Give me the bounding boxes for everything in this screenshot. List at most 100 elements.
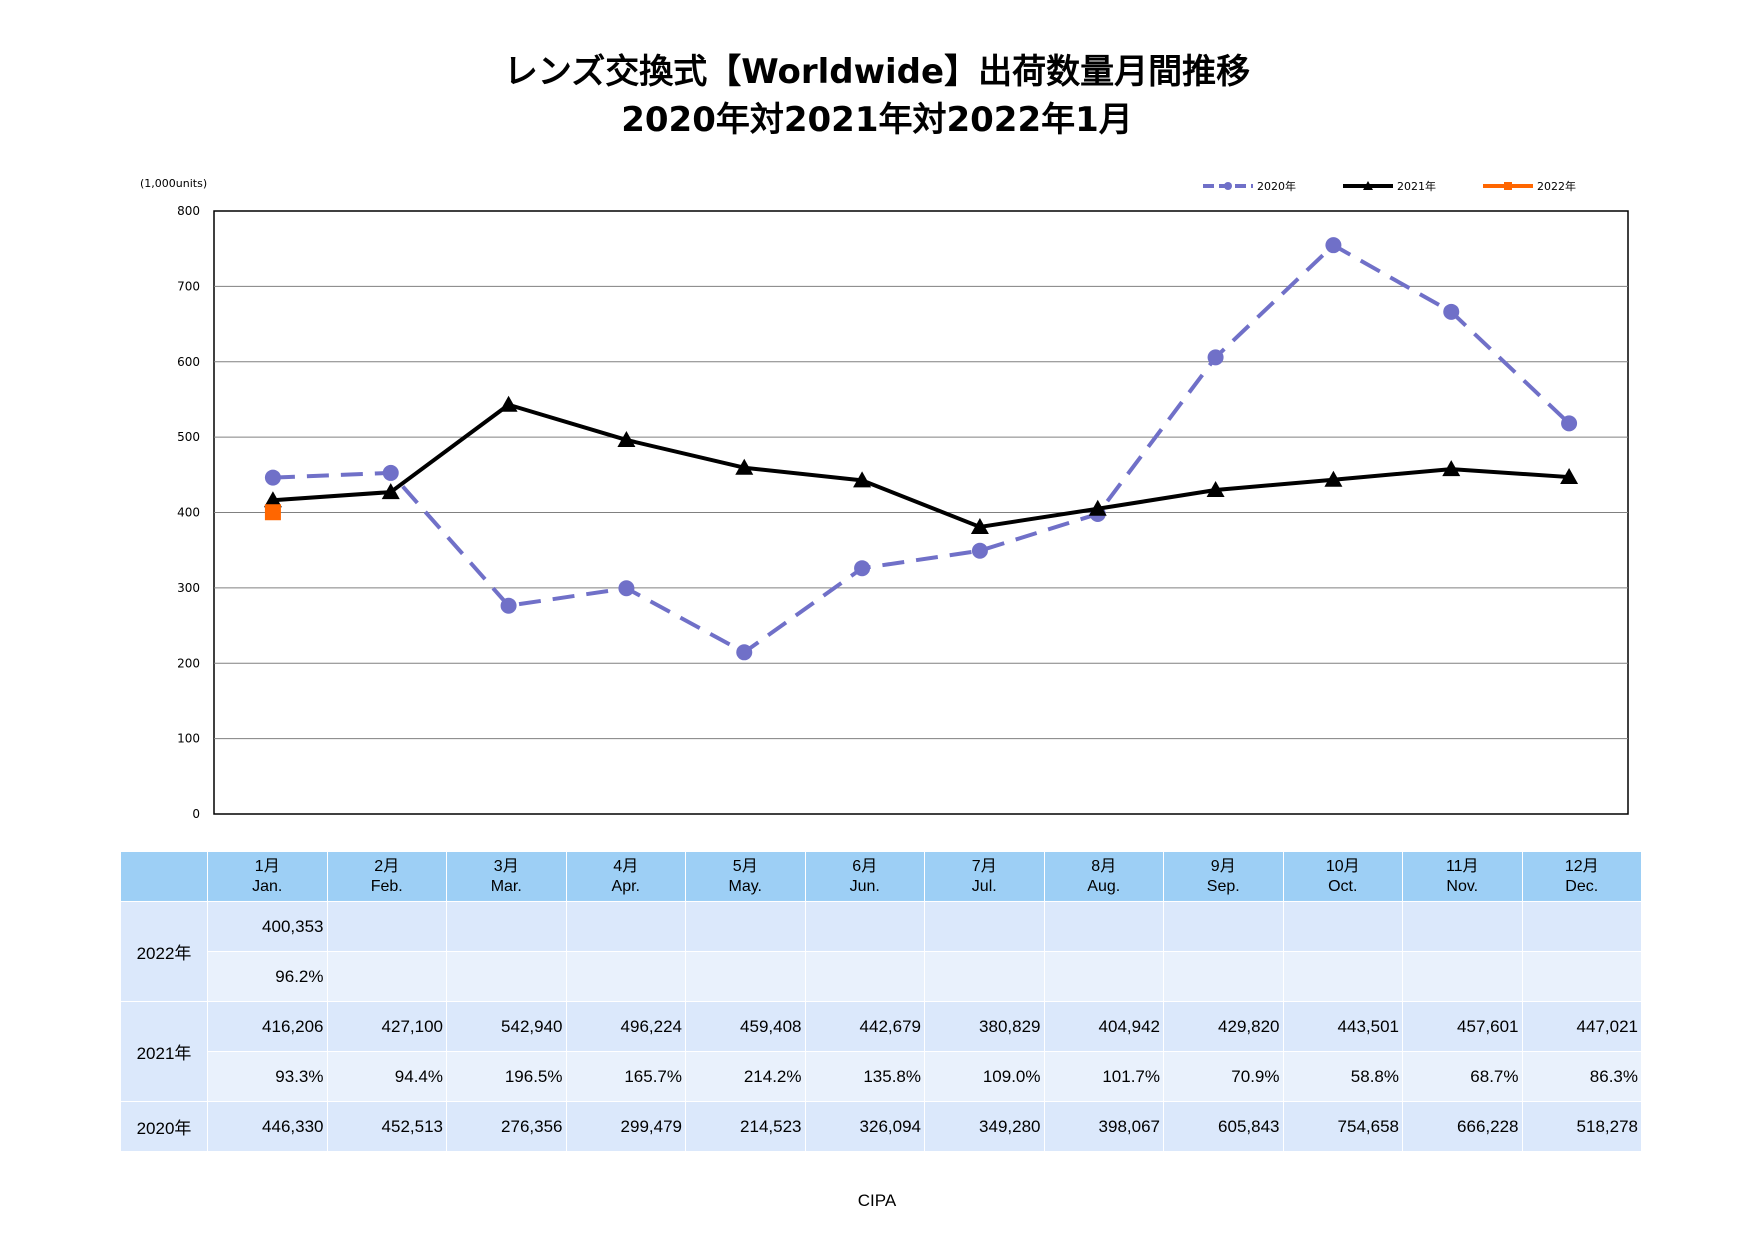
chart-subtitle: 2020年対2021年対2022年1月 — [621, 100, 1133, 140]
table-header-row: 1月 Jan. 2月 Feb. 3月 Mar. 4月 Apr. 5月 May. 6月 Jun. 7月 Ju… — [120, 851, 1642, 902]
month-jp: 9月 — [1210, 857, 1236, 875]
legend-marker — [1363, 181, 1373, 190]
month-jp: 3月 — [493, 857, 519, 875]
value-cell: 446,330 — [207, 1101, 328, 1152]
month-en: Feb. — [370, 877, 403, 895]
data-point — [736, 644, 753, 661]
percent-cell: 196.5% — [446, 1051, 567, 1102]
value-cell: 442,679 — [804, 1001, 925, 1052]
percent-cell: 86.3% — [1521, 1051, 1642, 1102]
month-jp: 1月 — [254, 857, 280, 875]
y-tick-label: 500 — [177, 430, 200, 444]
data-point — [618, 580, 635, 597]
legend-marker — [1224, 182, 1232, 190]
month-en: Jan. — [252, 877, 283, 895]
value-cell — [1521, 901, 1642, 952]
table-row: 2021年 416,206 427,100 542,940 496,224 459,408… — [120, 1001, 1642, 1102]
row-label: 2021年 — [120, 1001, 208, 1102]
legend-label: 2021年 — [1397, 179, 1436, 193]
percent-cell — [1282, 951, 1403, 1002]
month-en: May. — [728, 877, 762, 895]
percent-cell: 165.7% — [565, 1051, 686, 1102]
y-axis-unit: (1,000units) — [140, 177, 208, 190]
data-point — [263, 491, 282, 508]
percent-cell: 94.4% — [326, 1051, 447, 1102]
month-jp: 8月 — [1091, 857, 1117, 875]
value-cell: 443,501 — [1282, 1001, 1403, 1052]
legend-label: 2020年 — [1257, 179, 1296, 193]
percent-cell — [924, 951, 1045, 1002]
y-tick-label: 300 — [177, 581, 200, 595]
value-cell — [804, 901, 925, 952]
data-point — [264, 504, 281, 521]
month-jp: 7月 — [971, 857, 997, 875]
data-point — [1443, 303, 1460, 320]
table-row: 93.3% 94.4% 196.5% 165.7% 214.2% 135.8% 109.0%… — [121, 1051, 1642, 1102]
table-corner-cell — [120, 851, 208, 902]
percent-cell: 93.3% — [207, 1051, 328, 1102]
data-point — [617, 430, 636, 447]
percent-cell: 58.8% — [1282, 1051, 1403, 1102]
data-point — [970, 517, 989, 534]
month-jp: 6月 — [852, 857, 878, 875]
value-cell: 214,523 — [685, 1101, 806, 1152]
percent-cell — [1402, 951, 1523, 1002]
percent-cell — [1163, 951, 1284, 1002]
month-en: Apr. — [611, 877, 640, 895]
data-point — [853, 471, 872, 488]
percent-cell: 101.7% — [1043, 1051, 1164, 1102]
value-cell: 452,513 — [326, 1101, 447, 1152]
source-label: CIPA — [857, 1191, 897, 1210]
y-tick-label: 0 — [192, 807, 200, 821]
percent-cell — [1521, 951, 1642, 1002]
month-jp: 10月 — [1325, 857, 1360, 875]
value-cell: 349,280 — [924, 1101, 1045, 1152]
percent-cell: 135.8% — [804, 1051, 925, 1102]
row-label: 2020年 — [120, 1101, 208, 1152]
value-cell — [565, 901, 686, 952]
month-jp: 11月 — [1445, 857, 1479, 875]
series-line — [272, 402, 1570, 529]
value-cell: 429,820 — [1163, 1001, 1284, 1052]
y-tick-label: 600 — [177, 355, 200, 369]
value-cell — [1043, 901, 1164, 952]
percent-cell: 109.0% — [924, 1051, 1045, 1102]
month-header: 7月 Jul. — [924, 851, 1045, 902]
percent-cell — [446, 951, 567, 1002]
value-cell — [1163, 901, 1284, 952]
y-tick-label: 800 — [177, 204, 200, 218]
value-cell: 459,408 — [685, 1001, 806, 1052]
value-cell: 754,658 — [1282, 1101, 1403, 1152]
percent-cell — [685, 951, 806, 1002]
percent-cell — [804, 951, 925, 1002]
data-point — [1206, 481, 1225, 498]
value-cell: 276,356 — [446, 1101, 567, 1152]
value-cell: 518,278 — [1521, 1101, 1642, 1152]
month-en: Jun. — [849, 877, 880, 895]
percent-cell — [565, 951, 686, 1002]
value-cell — [924, 901, 1045, 952]
value-cell — [446, 901, 567, 952]
month-en: Mar. — [490, 877, 522, 895]
month-en: Aug. — [1087, 877, 1121, 895]
data-point — [1325, 237, 1342, 254]
month-header: 2月 Feb. — [326, 851, 447, 902]
month-en: Jul. — [971, 877, 997, 895]
month-header: 11月 Nov. — [1402, 851, 1523, 902]
value-cell — [1402, 901, 1523, 952]
data-point — [1442, 460, 1461, 477]
y-tick-label: 700 — [177, 279, 200, 293]
value-cell: 400,353 — [207, 901, 328, 952]
value-cell: 404,942 — [1043, 1001, 1164, 1052]
data-point — [854, 560, 871, 577]
percent-cell — [1043, 951, 1164, 1002]
y-tick-label: 400 — [177, 506, 200, 520]
data-point — [264, 469, 281, 486]
month-jp: 5月 — [732, 857, 758, 875]
data-point — [1561, 415, 1578, 432]
legend-label: 2022年 — [1537, 179, 1576, 193]
data-point — [735, 458, 754, 475]
percent-cell: 70.9% — [1163, 1051, 1284, 1102]
month-header: 12月 Dec. — [1521, 851, 1642, 902]
month-header: 6月 Jun. — [804, 851, 925, 902]
